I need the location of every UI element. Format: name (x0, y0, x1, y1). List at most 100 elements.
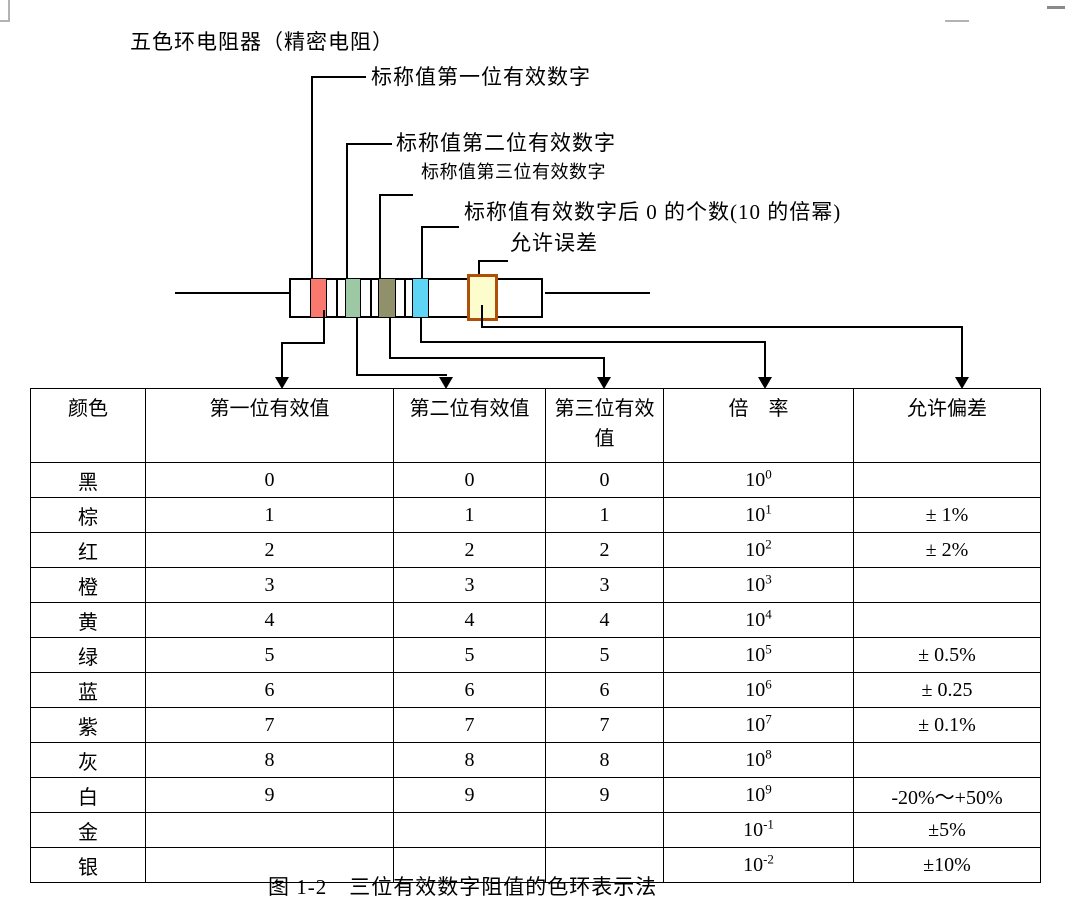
digit2-cell (393, 847, 546, 883)
table-row: 橙 3 3 3 103 (30, 567, 1041, 603)
color-name-cell: 红 (30, 532, 146, 568)
connector-multiplier-top-vertical (421, 226, 423, 283)
digit2-cell: 2 (393, 532, 546, 568)
resistor-lead-left (175, 292, 289, 294)
multiplier-base: 10 (745, 538, 766, 561)
color-name-cell: 绿 (30, 637, 146, 673)
header-digit2: 第二位有效值 (393, 388, 546, 463)
connector-multiplier-bottom-vertical (420, 318, 422, 343)
connector-tolerance-bottom-vertical (481, 305, 483, 328)
digit2-cell: 3 (393, 567, 546, 603)
connector-multiplier-bottom-horizontal (420, 341, 766, 343)
table-row: 银 10-2 ±10% (30, 847, 1041, 883)
color-name-cell: 银 (30, 847, 146, 883)
band-digit3 (378, 278, 396, 318)
connector-digit3-top-horizontal (379, 194, 413, 196)
multiplier-exponent: 7 (765, 710, 772, 726)
table-body: 黑 0 0 0 100 棕 1 1 1 101 ± 1% 红 2 2 2 102 ± 2% 橙 3 3 3 103 黄 4 4 4… (30, 462, 1041, 883)
color-name-cell: 黑 (30, 462, 146, 498)
multiplier-cell: 109 (663, 777, 854, 813)
color-name-cell: 白 (30, 777, 146, 813)
multiplier-exponent: 0 (765, 465, 772, 481)
digit1-cell: 6 (145, 672, 394, 708)
table-row: 黄 4 4 4 104 (30, 602, 1041, 638)
connector-digit1-bottom-horizontal (281, 342, 325, 344)
connector-digit2-bottom-horizontal (356, 374, 447, 376)
header-color: 颜色 (30, 388, 146, 463)
multiplier-base: 10 (745, 748, 766, 771)
page-corner-mark-top-left-horizontal (0, 20, 10, 22)
page-title: 五色环电阻器（精密电阻） (130, 30, 394, 54)
digit3-cell: 7 (545, 707, 664, 743)
multiplier-exponent: -1 (763, 815, 774, 831)
multiplier-exponent: 2 (765, 535, 772, 551)
digit3-cell: 4 (545, 602, 664, 638)
multiplier-cell: 103 (663, 567, 854, 603)
digit2-cell: 6 (393, 672, 546, 708)
connector-tolerance-drop (961, 326, 963, 378)
color-name-cell: 金 (30, 812, 146, 848)
connector-digit1-drop (281, 342, 283, 378)
page-mark-top-right-horizontal (945, 20, 969, 22)
multiplier-exponent: 5 (765, 640, 772, 656)
digit1-cell: 9 (145, 777, 394, 813)
label-tolerance: 允许误差 (510, 231, 598, 255)
connector-digit1-top-horizontal (311, 76, 366, 78)
color-name-cell: 黄 (30, 602, 146, 638)
header-digit3: 第三位有效值 (545, 388, 664, 463)
table-row: 黑 0 0 0 100 (30, 462, 1041, 498)
multiplier-exponent: -2 (763, 850, 774, 866)
connector-digit1-top-vertical (311, 76, 313, 310)
digit1-cell: 7 (145, 707, 394, 743)
connector-digit2-top-vertical (346, 143, 348, 279)
resistor-lead-right (545, 292, 650, 294)
digit2-cell: 4 (393, 602, 546, 638)
digit1-cell: 2 (145, 532, 394, 568)
digit1-cell: 5 (145, 637, 394, 673)
digit2-cell (393, 812, 546, 848)
digit1-cell: 3 (145, 567, 394, 603)
color-name-cell: 橙 (30, 567, 146, 603)
tolerance-cell: ± 2% (853, 532, 1041, 568)
table-row: 紫 7 7 7 107 ± 0.1% (30, 707, 1041, 743)
header-digit1: 第一位有效值 (145, 388, 394, 463)
multiplier-base: 10 (745, 783, 766, 806)
table-row: 白 9 9 9 109 -20%～+50% (30, 777, 1041, 813)
band-digit2 (345, 278, 361, 318)
label-digit1: 标称值第一位有效数字 (371, 65, 591, 89)
multiplier-cell: 101 (663, 497, 854, 533)
digit3-cell (545, 847, 664, 883)
digit2-cell: 5 (393, 637, 546, 673)
multiplier-cell: 102 (663, 532, 854, 568)
label-digit2: 标称值第二位有效数字 (396, 131, 616, 155)
tolerance-cell: ± 1% (853, 497, 1041, 533)
label-digit3: 标称值第三位有效数字 (421, 162, 606, 182)
header-tolerance: 允许偏差 (853, 388, 1041, 463)
tolerance-cell: ± 0.25 (853, 672, 1041, 708)
label-multiplier: 标称值有效数字后 0 的个数(10 的倍幂) (464, 200, 842, 224)
multiplier-exponent: 9 (765, 780, 772, 796)
arrowhead-digit3 (597, 377, 611, 389)
connector-digit3-bottom-vertical (389, 318, 391, 359)
band-multiplier (412, 278, 429, 318)
digit1-cell: 0 (145, 462, 394, 498)
connector-tolerance-top-horizontal (478, 260, 508, 262)
multiplier-base: 10 (745, 608, 766, 631)
table-row: 棕 1 1 1 101 ± 1% (30, 497, 1041, 533)
digit3-cell: 8 (545, 742, 664, 778)
tolerance-cell: ±10% (853, 847, 1041, 883)
color-name-cell: 蓝 (30, 672, 146, 708)
table-row: 红 2 2 2 102 ± 2% (30, 532, 1041, 568)
multiplier-cell: 105 (663, 637, 854, 673)
multiplier-base: 10 (743, 818, 764, 841)
resistor-body-separator (336, 279, 338, 317)
arrowhead-digit1 (275, 377, 289, 389)
digit1-cell: 4 (145, 602, 394, 638)
table-header-row: 颜色 第一位有效值 第二位有效值 第三位有效值 倍 率 允许偏差 (30, 388, 1041, 463)
multiplier-cell: 104 (663, 602, 854, 638)
color-code-table: 颜色 第一位有效值 第二位有效值 第三位有效值 倍 率 允许偏差 黑 0 0 0 100… (30, 388, 1041, 883)
digit1-cell: 1 (145, 497, 394, 533)
page-corner-mark-top-right (1047, 6, 1065, 9)
multiplier-base: 10 (745, 643, 766, 666)
